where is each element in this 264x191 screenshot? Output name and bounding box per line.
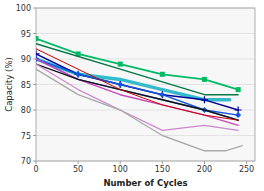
x-tick-label: 200 (197, 165, 212, 174)
x-tick (246, 161, 247, 164)
series-line (36, 69, 242, 151)
y-tick (33, 110, 36, 111)
x-tick (36, 161, 37, 164)
series-marker (235, 112, 241, 118)
series-marker (202, 77, 207, 82)
x-tick (204, 161, 205, 164)
series-line (36, 49, 238, 120)
y-tick-label: 70 (21, 157, 31, 166)
series-marker (75, 71, 81, 77)
y-tick (33, 135, 36, 136)
y-tick-label: 100 (16, 4, 31, 13)
series-marker (159, 91, 166, 98)
x-tick-label: 0 (33, 165, 38, 174)
x-tick (162, 161, 163, 164)
y-tick-label: 85 (21, 81, 31, 90)
x-axis-label: Number of Cycles (103, 178, 187, 188)
plot-frame (36, 8, 255, 161)
y-tick (33, 84, 36, 85)
chart: 70 75 80 85 90 95 100 0 50 100 150 200 250 Number of … (0, 0, 264, 191)
grid-line (36, 110, 255, 111)
y-tick (33, 59, 36, 60)
x-tick-label: 50 (73, 165, 83, 174)
series-marker (159, 92, 165, 98)
y-tick-label: 80 (21, 106, 31, 115)
series-marker (236, 87, 241, 92)
y-tick-label: 75 (21, 132, 31, 141)
x-tick (120, 161, 121, 164)
x-tick-label: 100 (113, 165, 128, 174)
series-marker (117, 82, 123, 88)
series-marker (160, 72, 165, 77)
x-tick (78, 161, 79, 164)
x-tick-label: 250 (239, 165, 254, 174)
series-marker (118, 62, 123, 67)
series-line (36, 59, 238, 120)
x-tick-label: 150 (155, 165, 170, 174)
plot-background (36, 8, 255, 161)
grid-line (36, 135, 255, 136)
series-marker (75, 71, 82, 78)
y-tick-label: 95 (21, 30, 31, 39)
y-axis-label: Capacity (%) (4, 57, 14, 112)
y-tick (33, 8, 36, 9)
y-tick (33, 161, 36, 162)
y-tick (33, 33, 36, 34)
series-marker (36, 36, 39, 41)
grid-line (36, 59, 255, 60)
series-marker (201, 96, 208, 103)
series-marker (117, 81, 124, 88)
grid-line (36, 33, 255, 34)
series-marker (36, 50, 40, 57)
y-tick-label: 90 (21, 55, 31, 64)
series-line (36, 64, 238, 120)
plot-area (36, 36, 242, 151)
